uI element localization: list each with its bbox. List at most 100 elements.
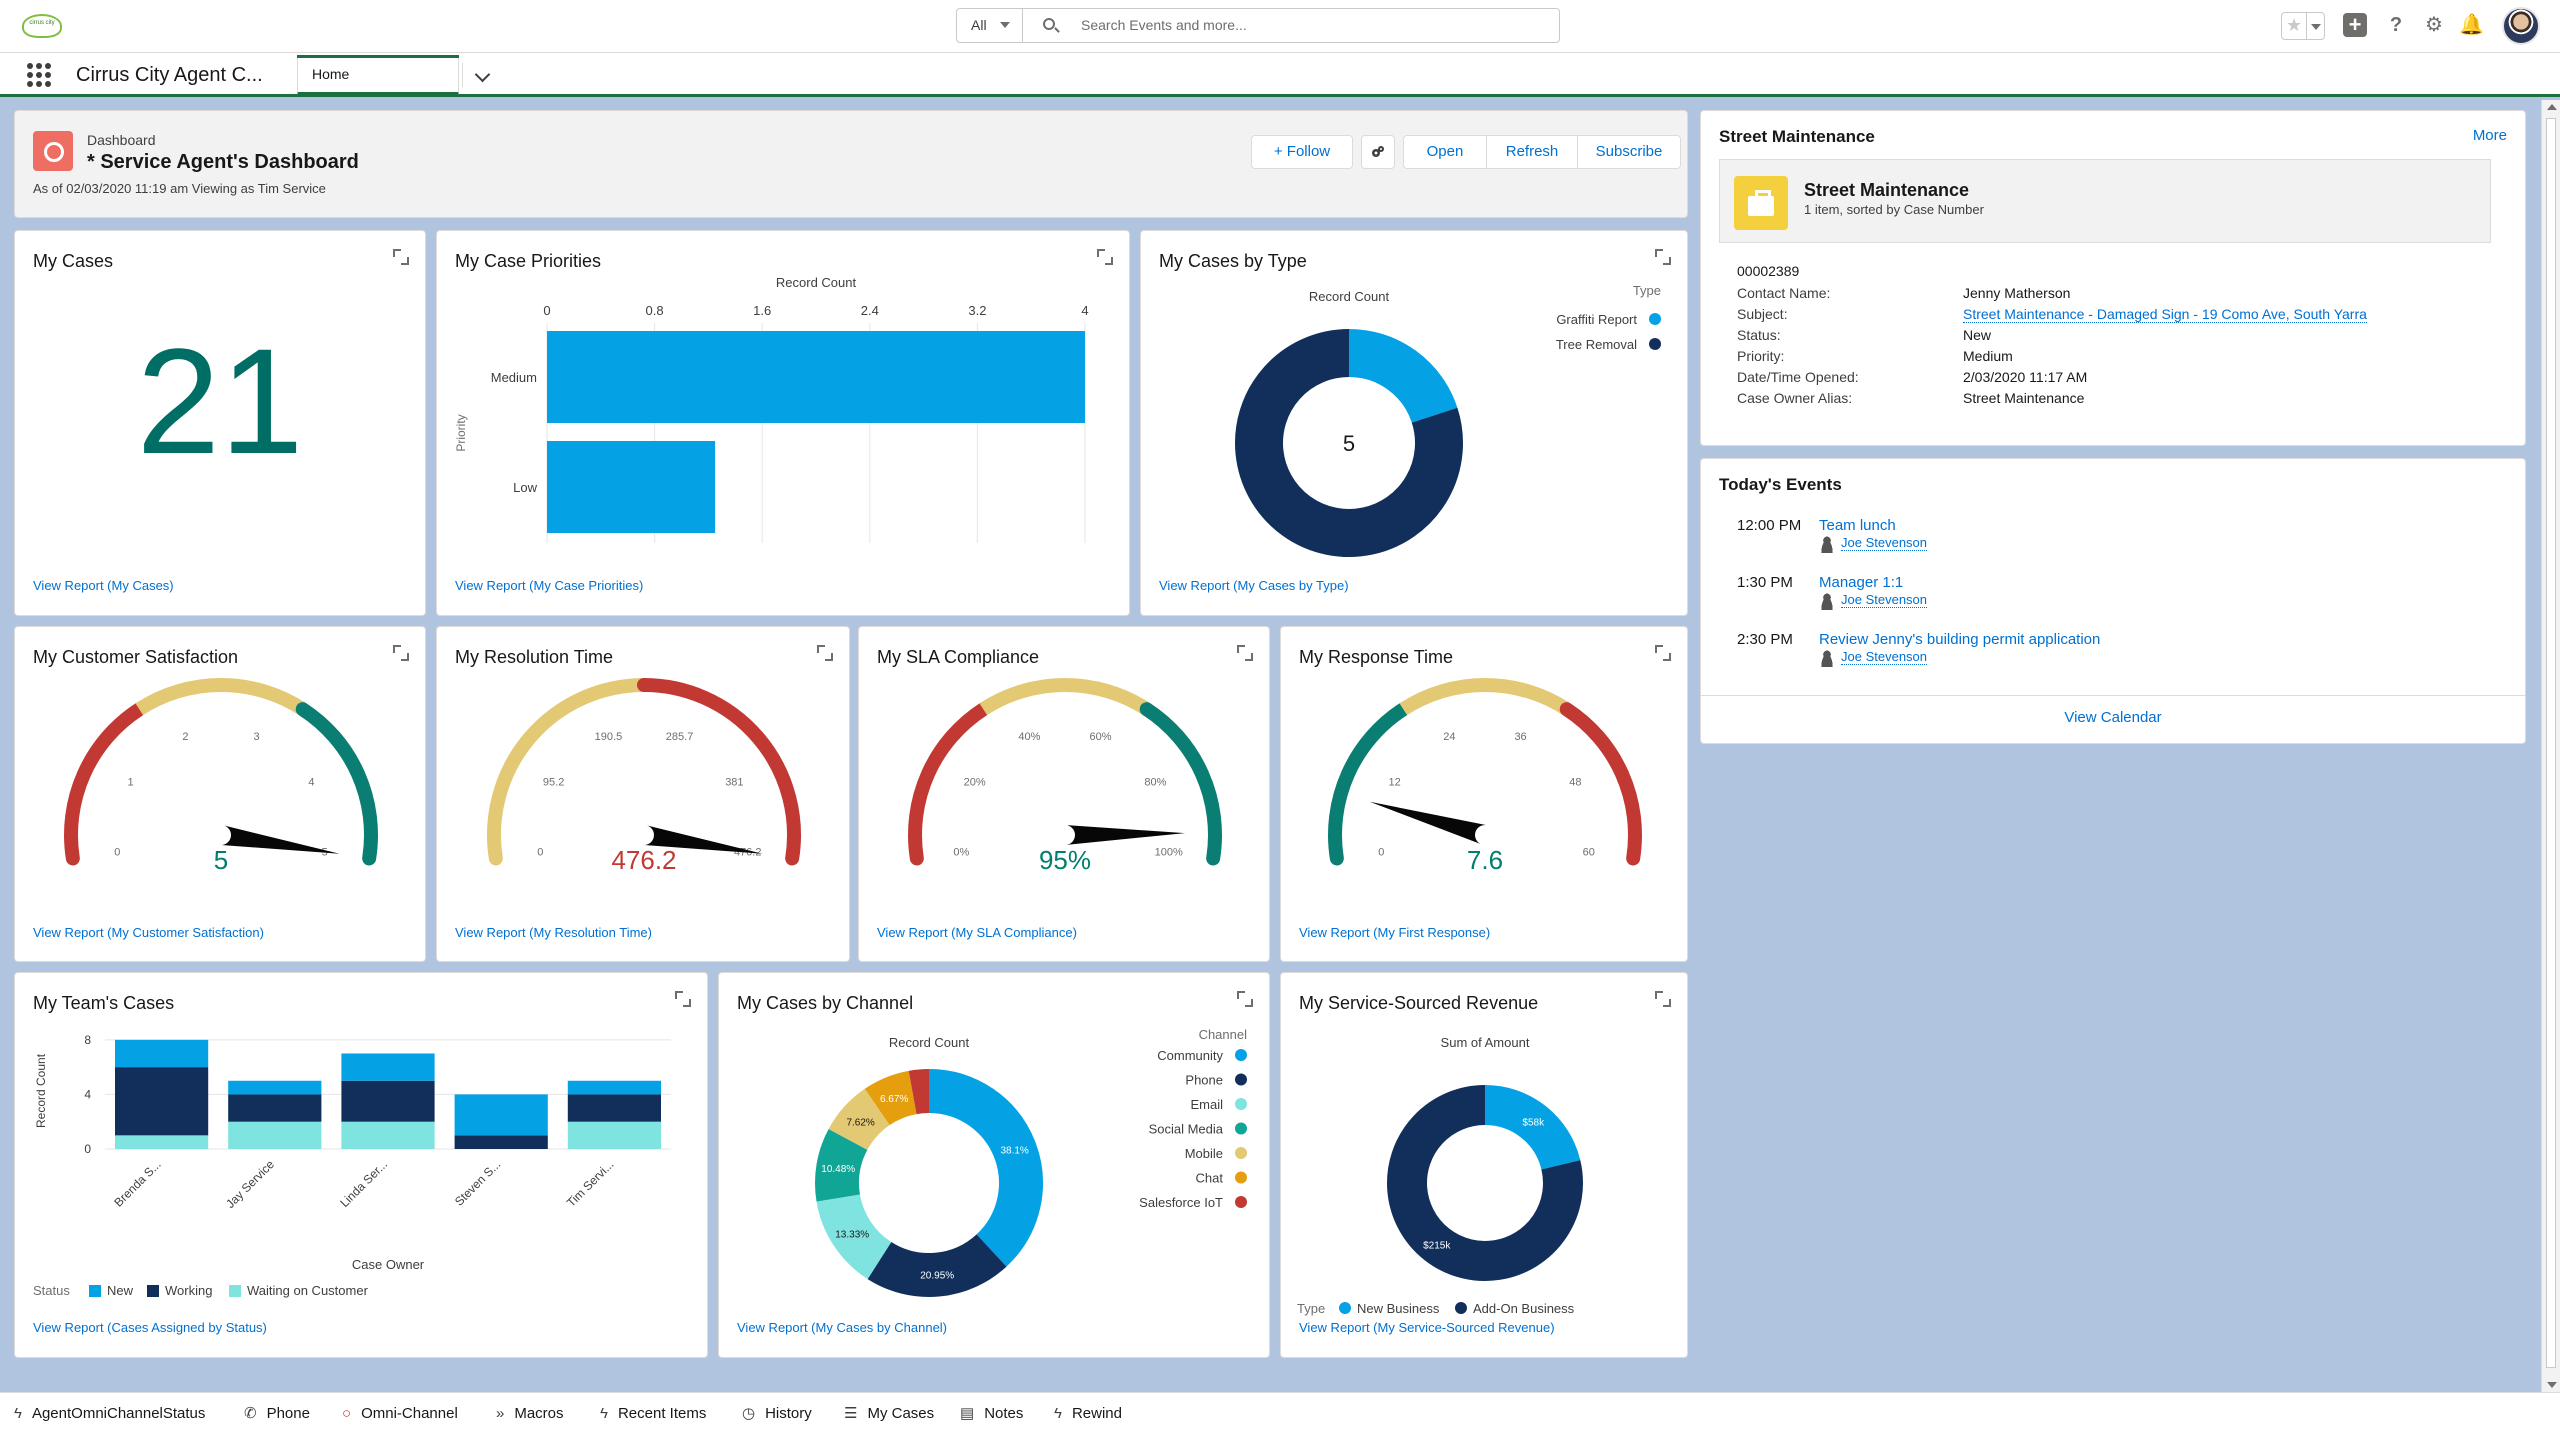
setup-gear-icon[interactable]: ⚙	[2425, 14, 2443, 36]
attendee-name[interactable]: Joe Stevenson	[1841, 592, 1928, 609]
field-value: 2/03/2020 11:17 AM	[1963, 369, 2088, 385]
stacked-bar-segment	[228, 1080, 322, 1095]
donut-slice	[816, 1193, 893, 1280]
event-title-link[interactable]: Manager 1:1	[1819, 574, 1904, 591]
event-attendee[interactable]: Joe Stevenson	[1819, 592, 1928, 610]
favorites-dropdown[interactable]	[2306, 13, 2324, 39]
utility-omni-channel[interactable]: ○ Omni-Channel	[342, 1393, 458, 1434]
search-scope-label: All	[971, 17, 987, 33]
app-launcher-icon[interactable]	[27, 63, 51, 87]
follow-button[interactable]: + Follow	[1251, 135, 1353, 169]
event-attendee[interactable]: Joe Stevenson	[1819, 649, 1928, 667]
utility-omni-status[interactable]: ϟ AgentOmniChannelStatus	[14, 1393, 205, 1434]
utility-rewind[interactable]: ϟ Rewind	[1054, 1393, 1122, 1434]
expand-icon[interactable]	[1097, 249, 1113, 265]
cases-by-channel-card: My Cases by Channel Record Count 38.1% 20.…	[718, 972, 1270, 1358]
view-report-link[interactable]: View Report (My Customer Satisfaction)	[33, 925, 264, 940]
resolution-time-card: My Resolution Time 0 95.2 190.5 285.7 381 476…	[436, 626, 850, 962]
app-nav-bar: Cirrus City Agent C... Home	[0, 53, 2560, 97]
panel-title: Today's Events	[1719, 475, 1842, 494]
list-header: Street Maintenance 1 item, sorted by Cas…	[1719, 159, 2491, 243]
field-label: Date/Time Opened:	[1737, 369, 1859, 385]
expand-icon[interactable]	[393, 645, 409, 661]
expand-icon[interactable]	[817, 645, 833, 661]
view-report-link[interactable]: View Report (My SLA Compliance)	[877, 925, 1077, 940]
tab-home[interactable]: Home	[297, 55, 459, 95]
view-report-link[interactable]: View Report (My Cases by Type)	[1159, 578, 1349, 593]
app-logo[interactable]: cirrus city	[22, 14, 62, 38]
legend-label: Email	[1190, 1097, 1223, 1112]
utility-label: Macros	[514, 1405, 564, 1422]
add-icon[interactable]: +	[2343, 13, 2367, 37]
utility-notes[interactable]: ▤ Notes	[960, 1393, 1023, 1434]
attendee-name[interactable]: Joe Stevenson	[1841, 649, 1928, 666]
utility-phone[interactable]: ✆ Phone	[244, 1393, 310, 1434]
sla-gauge: 0% 20% 40% 60% 80% 100% 95%	[908, 678, 1222, 875]
x-tick-label: 2.4	[861, 303, 879, 318]
stacked-bar-segment	[454, 1094, 548, 1136]
user-icon	[1819, 649, 1835, 667]
view-report-link[interactable]: View Report (Cases Assigned by Status)	[33, 1320, 267, 1335]
case-number[interactable]: 00002389	[1737, 263, 1800, 279]
view-report-link[interactable]: View Report (My Resolution Time)	[455, 925, 652, 940]
expand-icon[interactable]	[1237, 991, 1253, 1007]
expand-icon[interactable]	[393, 249, 409, 265]
user-avatar[interactable]	[2502, 7, 2540, 45]
more-link[interactable]: More	[2472, 127, 2507, 144]
event-title-link[interactable]: Review Jenny's building permit applicati…	[1819, 631, 2101, 648]
expand-icon[interactable]	[1655, 249, 1671, 265]
search-scope-dropdown[interactable]: All	[957, 9, 1023, 42]
subject-link[interactable]: Street Maintenance - Damaged Sign - 19 C…	[1963, 306, 2367, 323]
nav-menu-chevron-icon[interactable]	[462, 63, 502, 87]
donut-slice	[1484, 1085, 1581, 1171]
edit-settings-button[interactable]	[1361, 135, 1395, 169]
stacked-bar-segment	[454, 1135, 548, 1149]
expand-icon[interactable]	[1655, 991, 1671, 1007]
notifications-bell-icon[interactable]: 🔔	[2459, 14, 2484, 36]
legend-label: Phone	[1185, 1073, 1223, 1088]
view-report-link[interactable]: View Report (My Case Priorities)	[455, 578, 644, 593]
event-time: 12:00 PM	[1737, 517, 1802, 534]
gauge-tick-label: 36	[1514, 731, 1526, 743]
utility-macros[interactable]: » Macros	[496, 1393, 564, 1434]
help-icon[interactable]: ?	[2389, 14, 2403, 36]
utility-history[interactable]: ◷ History	[742, 1393, 812, 1434]
expand-icon[interactable]	[1655, 645, 1671, 661]
field-label: Contact Name:	[1737, 285, 1831, 301]
global-header: cirrus city All Search Events and more..…	[0, 0, 2560, 53]
event-title-link[interactable]: Team lunch	[1819, 517, 1896, 534]
gauge-tick-label: 60	[1583, 846, 1595, 858]
y-tick-label: 0	[84, 1142, 91, 1156]
dashboard-subtitle: As of 02/03/2020 11:19 am Viewing as Tim…	[33, 181, 326, 196]
legend-label: Mobile	[1185, 1146, 1223, 1161]
attendee-name[interactable]: Joe Stevenson	[1841, 535, 1928, 552]
utility-my-cases[interactable]: ☰ My Cases	[844, 1393, 934, 1434]
utility-recent-items[interactable]: ϟ Recent Items	[600, 1393, 706, 1434]
panel-title: Street Maintenance	[1719, 127, 1875, 146]
refresh-button[interactable]: Refresh	[1486, 135, 1578, 169]
view-report-link[interactable]: View Report (My Service-Sourced Revenue)	[1299, 1320, 1555, 1335]
slice-label: 6.67%	[880, 1094, 908, 1105]
favorites-button[interactable]: ★	[2281, 12, 2325, 40]
donut-slice	[1387, 1085, 1583, 1281]
scroll-down-icon[interactable]	[2547, 1382, 2557, 1388]
donut-slice	[1348, 329, 1458, 424]
event-attendee[interactable]: Joe Stevenson	[1819, 535, 1928, 553]
global-search[interactable]: All Search Events and more...	[956, 8, 1560, 43]
view-calendar-link[interactable]: View Calendar	[2064, 709, 2162, 726]
page-scrollbar[interactable]	[2541, 100, 2560, 1392]
view-report-link[interactable]: View Report (My Cases)	[33, 578, 174, 593]
scroll-thumb[interactable]	[2546, 118, 2556, 1368]
expand-icon[interactable]	[675, 991, 691, 1007]
subscribe-button[interactable]: Subscribe	[1577, 135, 1681, 169]
chart-title: Record Count	[1309, 289, 1390, 304]
legend-swatch	[89, 1285, 101, 1297]
notes-icon: ▤	[960, 1405, 975, 1422]
search-input[interactable]: Search Events and more...	[1081, 17, 1247, 33]
view-report-link[interactable]: View Report (My Cases by Channel)	[737, 1320, 948, 1335]
gauge-value: 95%	[1039, 845, 1091, 875]
open-button[interactable]: Open	[1403, 135, 1487, 169]
expand-icon[interactable]	[1237, 645, 1253, 661]
view-report-link[interactable]: View Report (My First Response)	[1299, 925, 1491, 940]
scroll-up-icon[interactable]	[2547, 104, 2557, 110]
